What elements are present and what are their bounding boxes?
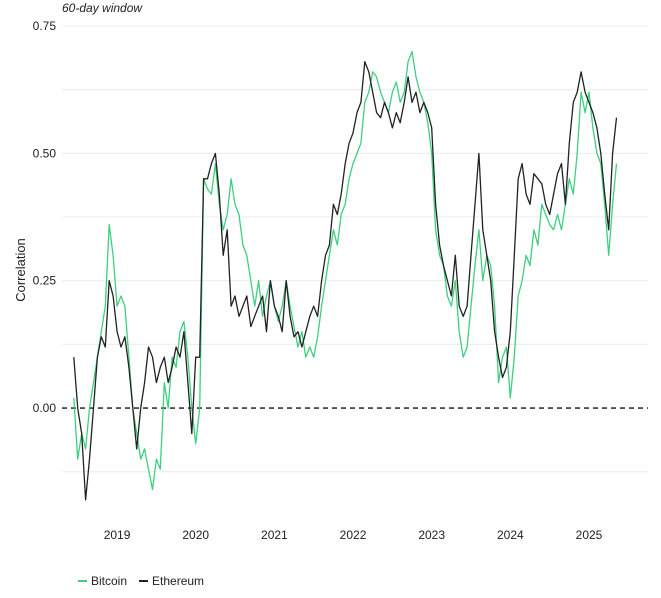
legend-item-bitcoin: Bitcoin (78, 574, 127, 588)
chart-legend: Bitcoin Ethereum (78, 574, 204, 588)
legend-label-bitcoin: Bitcoin (91, 574, 128, 588)
x-tick-label: 2022 (340, 528, 367, 542)
legend-label-ethereum: Ethereum (152, 574, 205, 588)
y-tick-label: 0.25 (33, 274, 57, 288)
y-axis-label: Correlation (13, 238, 28, 302)
y-tick-labels: 0.00 0.25 0.50 0.75 (33, 19, 57, 415)
y-tick-label: 0.75 (33, 19, 57, 33)
series-line-bitcoin (73, 50, 618, 491)
x-tick-label: 2021 (261, 528, 288, 542)
correlation-line-chart: 0.00 0.25 0.50 0.75 2019 2020 2021 2022 2023 202… (13, 19, 648, 542)
x-tick-labels: 2019 2020 2021 2022 2023 2024 2025 (104, 528, 603, 542)
x-tick-label: 2020 (182, 528, 209, 542)
x-tick-label: 2025 (576, 528, 603, 542)
series-layer (73, 50, 618, 501)
y-tick-label: 0.00 (33, 401, 57, 415)
series-line-ethereum (73, 61, 618, 501)
x-tick-label: 2024 (497, 528, 524, 542)
chart-subtitle: 60-day window (62, 1, 143, 15)
legend-item-ethereum: Ethereum (139, 574, 204, 588)
legend-swatch-bitcoin (78, 580, 87, 582)
grid-layer (62, 25, 648, 473)
x-tick-label: 2023 (418, 528, 445, 542)
x-tick-label: 2019 (104, 528, 131, 542)
y-tick-label: 0.50 (33, 146, 57, 160)
legend-swatch-ethereum (139, 580, 149, 582)
